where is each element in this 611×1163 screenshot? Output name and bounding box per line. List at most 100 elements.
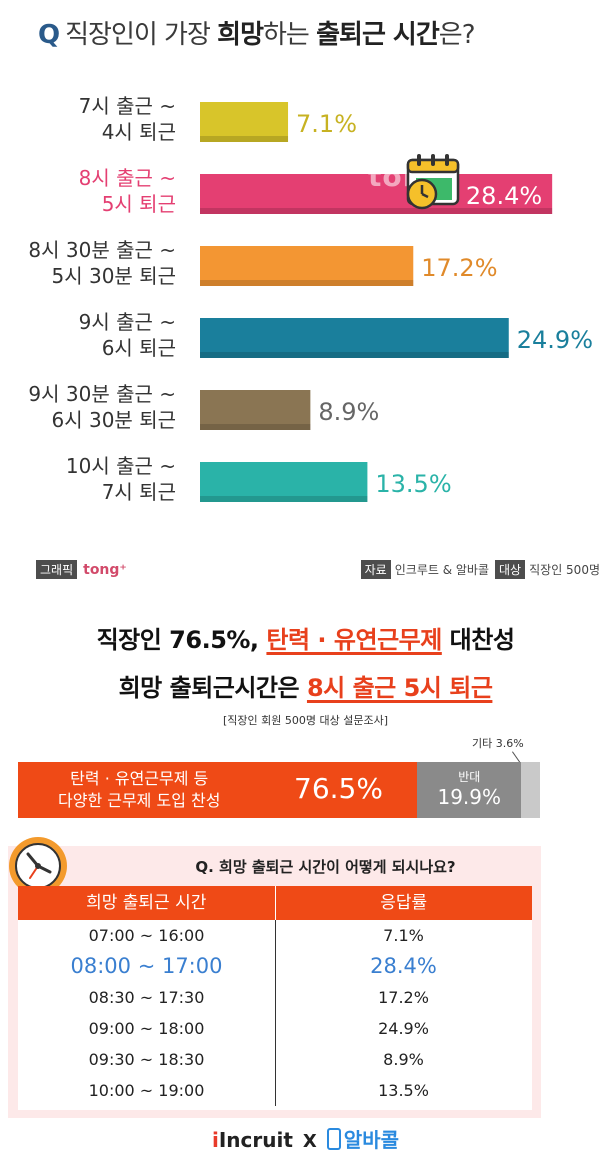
table-header-rate: 응답률 bbox=[380, 893, 428, 913]
target-text: 직장인 500명 bbox=[529, 563, 600, 577]
segment-other bbox=[521, 762, 540, 818]
bar-3 bbox=[200, 318, 509, 358]
segment-against-label: 반대 bbox=[458, 770, 481, 784]
headline-line-2: 희망 출퇴근시간은 8시 출근 5시 퇴근 bbox=[0, 668, 611, 703]
table-row: 10:00 ~ 19:00 13.5% bbox=[18, 1075, 532, 1106]
albacall-logo: 알바콜 bbox=[326, 1128, 399, 1152]
table-cell-rate: 13.5% bbox=[378, 1081, 429, 1100]
table-row: 07:00 ~ 16:00 7.1% bbox=[18, 920, 532, 951]
table-cell-rate: 24.9% bbox=[378, 1019, 429, 1038]
other-label: 기타 3.6% bbox=[472, 737, 524, 750]
bar-2 bbox=[200, 246, 414, 286]
headline-line-1: 직장인 76.5%, 탄력 · 유연근무제 대찬성 bbox=[0, 620, 611, 655]
headline-2-pre: 희망 출퇴근시간은 bbox=[118, 674, 307, 702]
category-label-2-0: 8시 30분 출근 ~ bbox=[28, 238, 176, 262]
segment-favor-pct: 76.5% bbox=[294, 772, 383, 805]
segment-favor: 탄력 · 유연근무제 등 다양한 근무제 도입 찬성 76.5% bbox=[18, 762, 418, 818]
category-label-4-1: 6시 30분 퇴근 bbox=[52, 408, 177, 432]
bar-4 bbox=[200, 390, 311, 430]
table-question: Q. 희망 출퇴근 시간이 어떻게 되시나요? bbox=[195, 858, 456, 876]
question-mark: Q bbox=[38, 20, 60, 50]
table-cell-time: 08:30 ~ 17:30 bbox=[88, 988, 205, 1007]
question-post: 은? bbox=[438, 20, 476, 50]
table-cell-time: 09:30 ~ 18:30 bbox=[88, 1050, 205, 1069]
segment-against: 반대 19.9% bbox=[417, 762, 522, 818]
graphic-tag: 그래픽 bbox=[36, 560, 78, 579]
albacall-logo-text: 알바콜 bbox=[343, 1128, 399, 1152]
bar-chart: 7시 출근 ~4시 퇴근 7.1% 8시 출근 ~5시 퇴근 28.4% 8시 30분 … bbox=[28, 94, 593, 504]
value-label-3: 24.9% bbox=[517, 326, 593, 354]
graphic-credit: 그래픽 tong⁺ bbox=[36, 560, 127, 579]
target-tag: 대상 bbox=[495, 560, 526, 579]
question-bold-1: 희망 bbox=[217, 20, 264, 50]
table-cell-time: 10:00 ~ 19:00 bbox=[88, 1081, 205, 1100]
category-label-0-1: 4시 퇴근 bbox=[102, 120, 176, 144]
incruit-logo: iIncruit bbox=[212, 1128, 293, 1152]
table-cell-rate: 8.9% bbox=[383, 1050, 424, 1069]
value-label-0: 7.1% bbox=[296, 110, 357, 138]
question-mid: 하는 bbox=[263, 20, 317, 50]
category-label-1-0: 8시 출근 ~ bbox=[79, 166, 176, 190]
headline-1-highlight: 탄력 · 유연근무제 bbox=[266, 626, 442, 654]
category-label-5-1: 7시 퇴근 bbox=[102, 480, 176, 504]
table-cell-rate: 17.2% bbox=[378, 988, 429, 1007]
bar-0 bbox=[200, 102, 289, 142]
source-tag: 자료 bbox=[360, 560, 391, 579]
table-body: 07:00 ~ 16:00 7.1% 08:00 ~ 17:00 28.4% 08:30… bbox=[18, 920, 532, 1106]
table-row: 09:30 ~ 18:30 8.9% bbox=[18, 1044, 532, 1075]
bar-shadow-3 bbox=[200, 352, 509, 358]
calendar-clock-icon bbox=[406, 154, 460, 210]
partner-logos: iIncruit X 알바콜 bbox=[0, 1124, 611, 1153]
bar-5 bbox=[200, 462, 368, 502]
category-label-5-0: 10시 출근 ~ bbox=[66, 454, 176, 478]
source-text: 인크루트 & 알바콜 bbox=[394, 563, 490, 577]
headline-1-pre: 직장인 76.5%, bbox=[96, 626, 267, 654]
table-cell-rate: 7.1% bbox=[383, 926, 424, 945]
table-cell-time: 09:00 ~ 18:00 bbox=[88, 1019, 205, 1038]
category-label-2-1: 5시 30분 퇴근 bbox=[52, 264, 177, 288]
headline-2-highlight: 8시 출근 5시 퇴근 bbox=[306, 674, 493, 702]
stacked-bar: 탄력 · 유연근무제 등 다양한 근무제 도입 찬성 76.5% 반대 19.9… bbox=[18, 762, 540, 818]
incruit-logo-i: i bbox=[211, 1128, 219, 1152]
bar-shadow-1 bbox=[200, 208, 553, 214]
source-credit: 자료 인크루트 & 알바콜 대상 직장인 500명 bbox=[360, 560, 606, 579]
phone-icon bbox=[326, 1128, 341, 1150]
table-row: 09:00 ~ 18:00 24.9% bbox=[18, 1013, 532, 1044]
value-label-1: 28.4% bbox=[466, 182, 542, 210]
bar-1 bbox=[200, 174, 553, 214]
chart-footer: 그래픽 tong⁺ 자료 인크루트 & 알바콜 대상 직장인 500명 bbox=[36, 560, 606, 582]
clock-icon bbox=[9, 837, 67, 895]
category-label-3-0: 9시 출근 ~ bbox=[79, 310, 176, 334]
survey-note: [직장인 회원 500명 대상 설문조사] bbox=[222, 714, 388, 727]
category-label-4-0: 9시 30분 출근 ~ bbox=[28, 382, 176, 406]
headline-1-post: 대찬성 bbox=[441, 626, 515, 654]
category-label-1-1: 5시 퇴근 bbox=[102, 192, 176, 216]
segment-favor-desc-2: 다양한 근무제 도입 찬성 bbox=[58, 791, 221, 810]
bar-shadow-5 bbox=[200, 496, 368, 502]
incruit-logo-text: Incruit bbox=[218, 1128, 293, 1152]
value-label-5: 13.5% bbox=[375, 470, 451, 498]
results-table: 희망 출퇴근 시간 응답률 07:00 ~ 16:00 7.1% 08:00 ~ 1… bbox=[18, 886, 532, 1110]
table-row: 08:00 ~ 17:00 28.4% bbox=[18, 951, 532, 982]
tong-logo: tong⁺ bbox=[83, 562, 127, 578]
value-label-4: 8.9% bbox=[318, 398, 379, 426]
bar-shadow-4 bbox=[200, 424, 311, 430]
bar-shadow-2 bbox=[200, 280, 414, 286]
segment-favor-desc: 탄력 · 유연근무제 등 다양한 근무제 도입 찬성 bbox=[58, 768, 220, 812]
table-header-time: 희망 출퇴근 시간 bbox=[18, 886, 276, 920]
category-label-3-1: 6시 퇴근 bbox=[102, 336, 176, 360]
question-pre: 직장인이 가장 bbox=[65, 20, 218, 50]
table-cell-time: 07:00 ~ 16:00 bbox=[88, 926, 205, 945]
category-label-0-0: 7시 출근 ~ bbox=[79, 94, 176, 118]
value-label-2: 17.2% bbox=[421, 254, 497, 282]
segment-against-pct: 19.9% bbox=[437, 785, 502, 809]
question-bold-2: 출퇴근 시간 bbox=[316, 20, 440, 50]
infographic-top: Q 직장인이 가장 희망하는 출퇴근 시간은? 7시 출근 ~4시 퇴근 7.1% 8… bbox=[28, 14, 606, 582]
question-title: Q 직장인이 가장 희망하는 출퇴근 시간은? bbox=[38, 14, 476, 51]
table-cell-time: 08:00 ~ 17:00 bbox=[70, 954, 223, 978]
logo-separator: X bbox=[302, 1131, 317, 1152]
table-header: 희망 출퇴근 시간 응답률 bbox=[18, 886, 532, 920]
bar-shadow-0 bbox=[200, 136, 289, 142]
table-row: 08:30 ~ 17:30 17.2% bbox=[18, 982, 532, 1013]
table-cell-rate: 28.4% bbox=[370, 954, 437, 978]
